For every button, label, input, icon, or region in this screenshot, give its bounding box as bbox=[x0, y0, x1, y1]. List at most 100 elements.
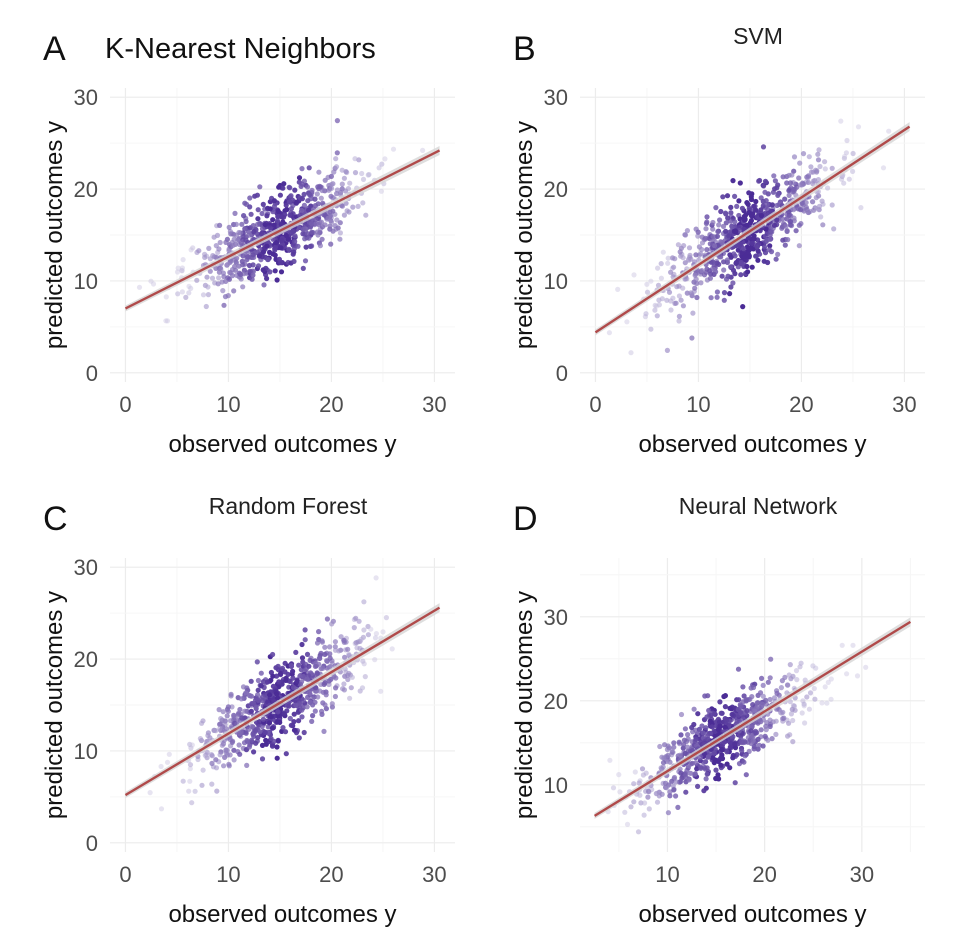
data-point bbox=[229, 267, 236, 273]
data-point bbox=[654, 313, 660, 319]
data-point bbox=[805, 179, 811, 185]
x-tick-label: 30 bbox=[892, 392, 916, 417]
data-point bbox=[232, 210, 238, 216]
data-point bbox=[740, 304, 746, 310]
data-point bbox=[806, 706, 812, 712]
data-point bbox=[280, 725, 286, 731]
data-point bbox=[631, 272, 637, 278]
data-point bbox=[249, 276, 255, 282]
data-point bbox=[664, 297, 670, 303]
data-point bbox=[749, 694, 755, 700]
data-point bbox=[328, 241, 334, 247]
data-point bbox=[353, 615, 359, 621]
x-tick-label: 30 bbox=[422, 862, 446, 887]
data-point bbox=[802, 677, 808, 683]
data-point bbox=[822, 684, 828, 690]
data-point bbox=[341, 687, 347, 693]
data-point bbox=[312, 699, 318, 705]
data-point bbox=[737, 180, 743, 186]
data-point bbox=[225, 704, 231, 710]
data-point bbox=[842, 153, 848, 160]
data-point bbox=[758, 207, 764, 213]
data-point bbox=[288, 663, 294, 669]
data-point bbox=[693, 736, 699, 742]
data-point bbox=[685, 732, 691, 738]
data-point bbox=[718, 762, 724, 768]
data-point bbox=[762, 244, 768, 250]
data-point bbox=[310, 713, 316, 719]
data-point bbox=[806, 154, 812, 160]
data-point bbox=[659, 296, 665, 302]
data-point bbox=[304, 184, 311, 190]
data-point bbox=[715, 229, 721, 235]
data-point bbox=[259, 724, 265, 730]
data-point bbox=[312, 196, 318, 202]
data-point bbox=[305, 231, 311, 237]
data-point bbox=[716, 222, 722, 228]
data-point bbox=[815, 177, 821, 183]
data-point bbox=[390, 146, 397, 152]
data-point bbox=[373, 575, 379, 581]
data-point bbox=[807, 690, 814, 696]
data-point bbox=[252, 728, 258, 734]
data-point bbox=[736, 697, 742, 703]
data-point bbox=[703, 226, 709, 232]
data-point bbox=[187, 766, 193, 772]
data-point bbox=[684, 744, 691, 750]
data-point bbox=[763, 727, 769, 733]
data-point bbox=[296, 735, 302, 741]
data-point bbox=[699, 246, 705, 253]
data-point bbox=[299, 196, 305, 202]
data-point bbox=[692, 272, 698, 278]
data-point bbox=[716, 719, 723, 725]
data-point bbox=[318, 219, 324, 225]
data-point bbox=[694, 280, 700, 286]
data-point bbox=[628, 804, 634, 810]
data-point bbox=[322, 644, 328, 650]
data-point bbox=[309, 718, 315, 724]
data-point bbox=[732, 271, 738, 277]
data-point bbox=[704, 247, 710, 253]
data-point bbox=[263, 737, 269, 743]
data-point bbox=[207, 268, 213, 274]
data-point bbox=[767, 243, 773, 249]
data-point bbox=[320, 200, 326, 206]
data-point bbox=[337, 236, 343, 242]
data-point bbox=[710, 219, 716, 226]
data-point bbox=[286, 199, 292, 205]
data-point bbox=[288, 206, 294, 212]
data-point bbox=[738, 259, 744, 266]
data-point bbox=[158, 763, 164, 770]
data-point bbox=[790, 189, 796, 195]
data-point bbox=[793, 668, 800, 674]
data-point bbox=[678, 711, 685, 718]
data-point bbox=[243, 218, 249, 225]
data-point bbox=[681, 243, 687, 249]
data-point bbox=[784, 228, 790, 234]
data-point bbox=[699, 240, 706, 246]
data-point bbox=[231, 713, 238, 719]
data-point bbox=[710, 259, 716, 265]
data-point bbox=[744, 263, 750, 270]
data-point bbox=[742, 217, 748, 223]
data-point bbox=[255, 263, 262, 269]
data-point bbox=[299, 166, 305, 172]
data-point bbox=[199, 782, 205, 788]
y-tick-label: 10 bbox=[544, 269, 568, 294]
data-point bbox=[287, 212, 293, 218]
data-point bbox=[745, 201, 751, 207]
data-point bbox=[250, 272, 256, 278]
data-point bbox=[767, 236, 773, 242]
data-point bbox=[299, 181, 305, 187]
data-point bbox=[838, 118, 844, 124]
data-point bbox=[773, 256, 779, 262]
data-point bbox=[690, 310, 696, 316]
data-point bbox=[206, 245, 212, 251]
data-point bbox=[376, 165, 382, 171]
data-point bbox=[692, 771, 698, 777]
data-point bbox=[244, 253, 250, 259]
data-point bbox=[767, 675, 773, 681]
data-point bbox=[231, 757, 237, 763]
data-point bbox=[319, 236, 325, 242]
data-point bbox=[778, 685, 784, 691]
